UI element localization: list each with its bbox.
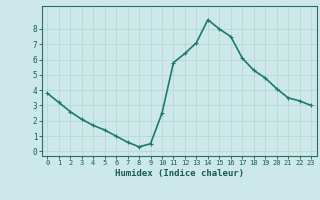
X-axis label: Humidex (Indice chaleur): Humidex (Indice chaleur): [115, 169, 244, 178]
